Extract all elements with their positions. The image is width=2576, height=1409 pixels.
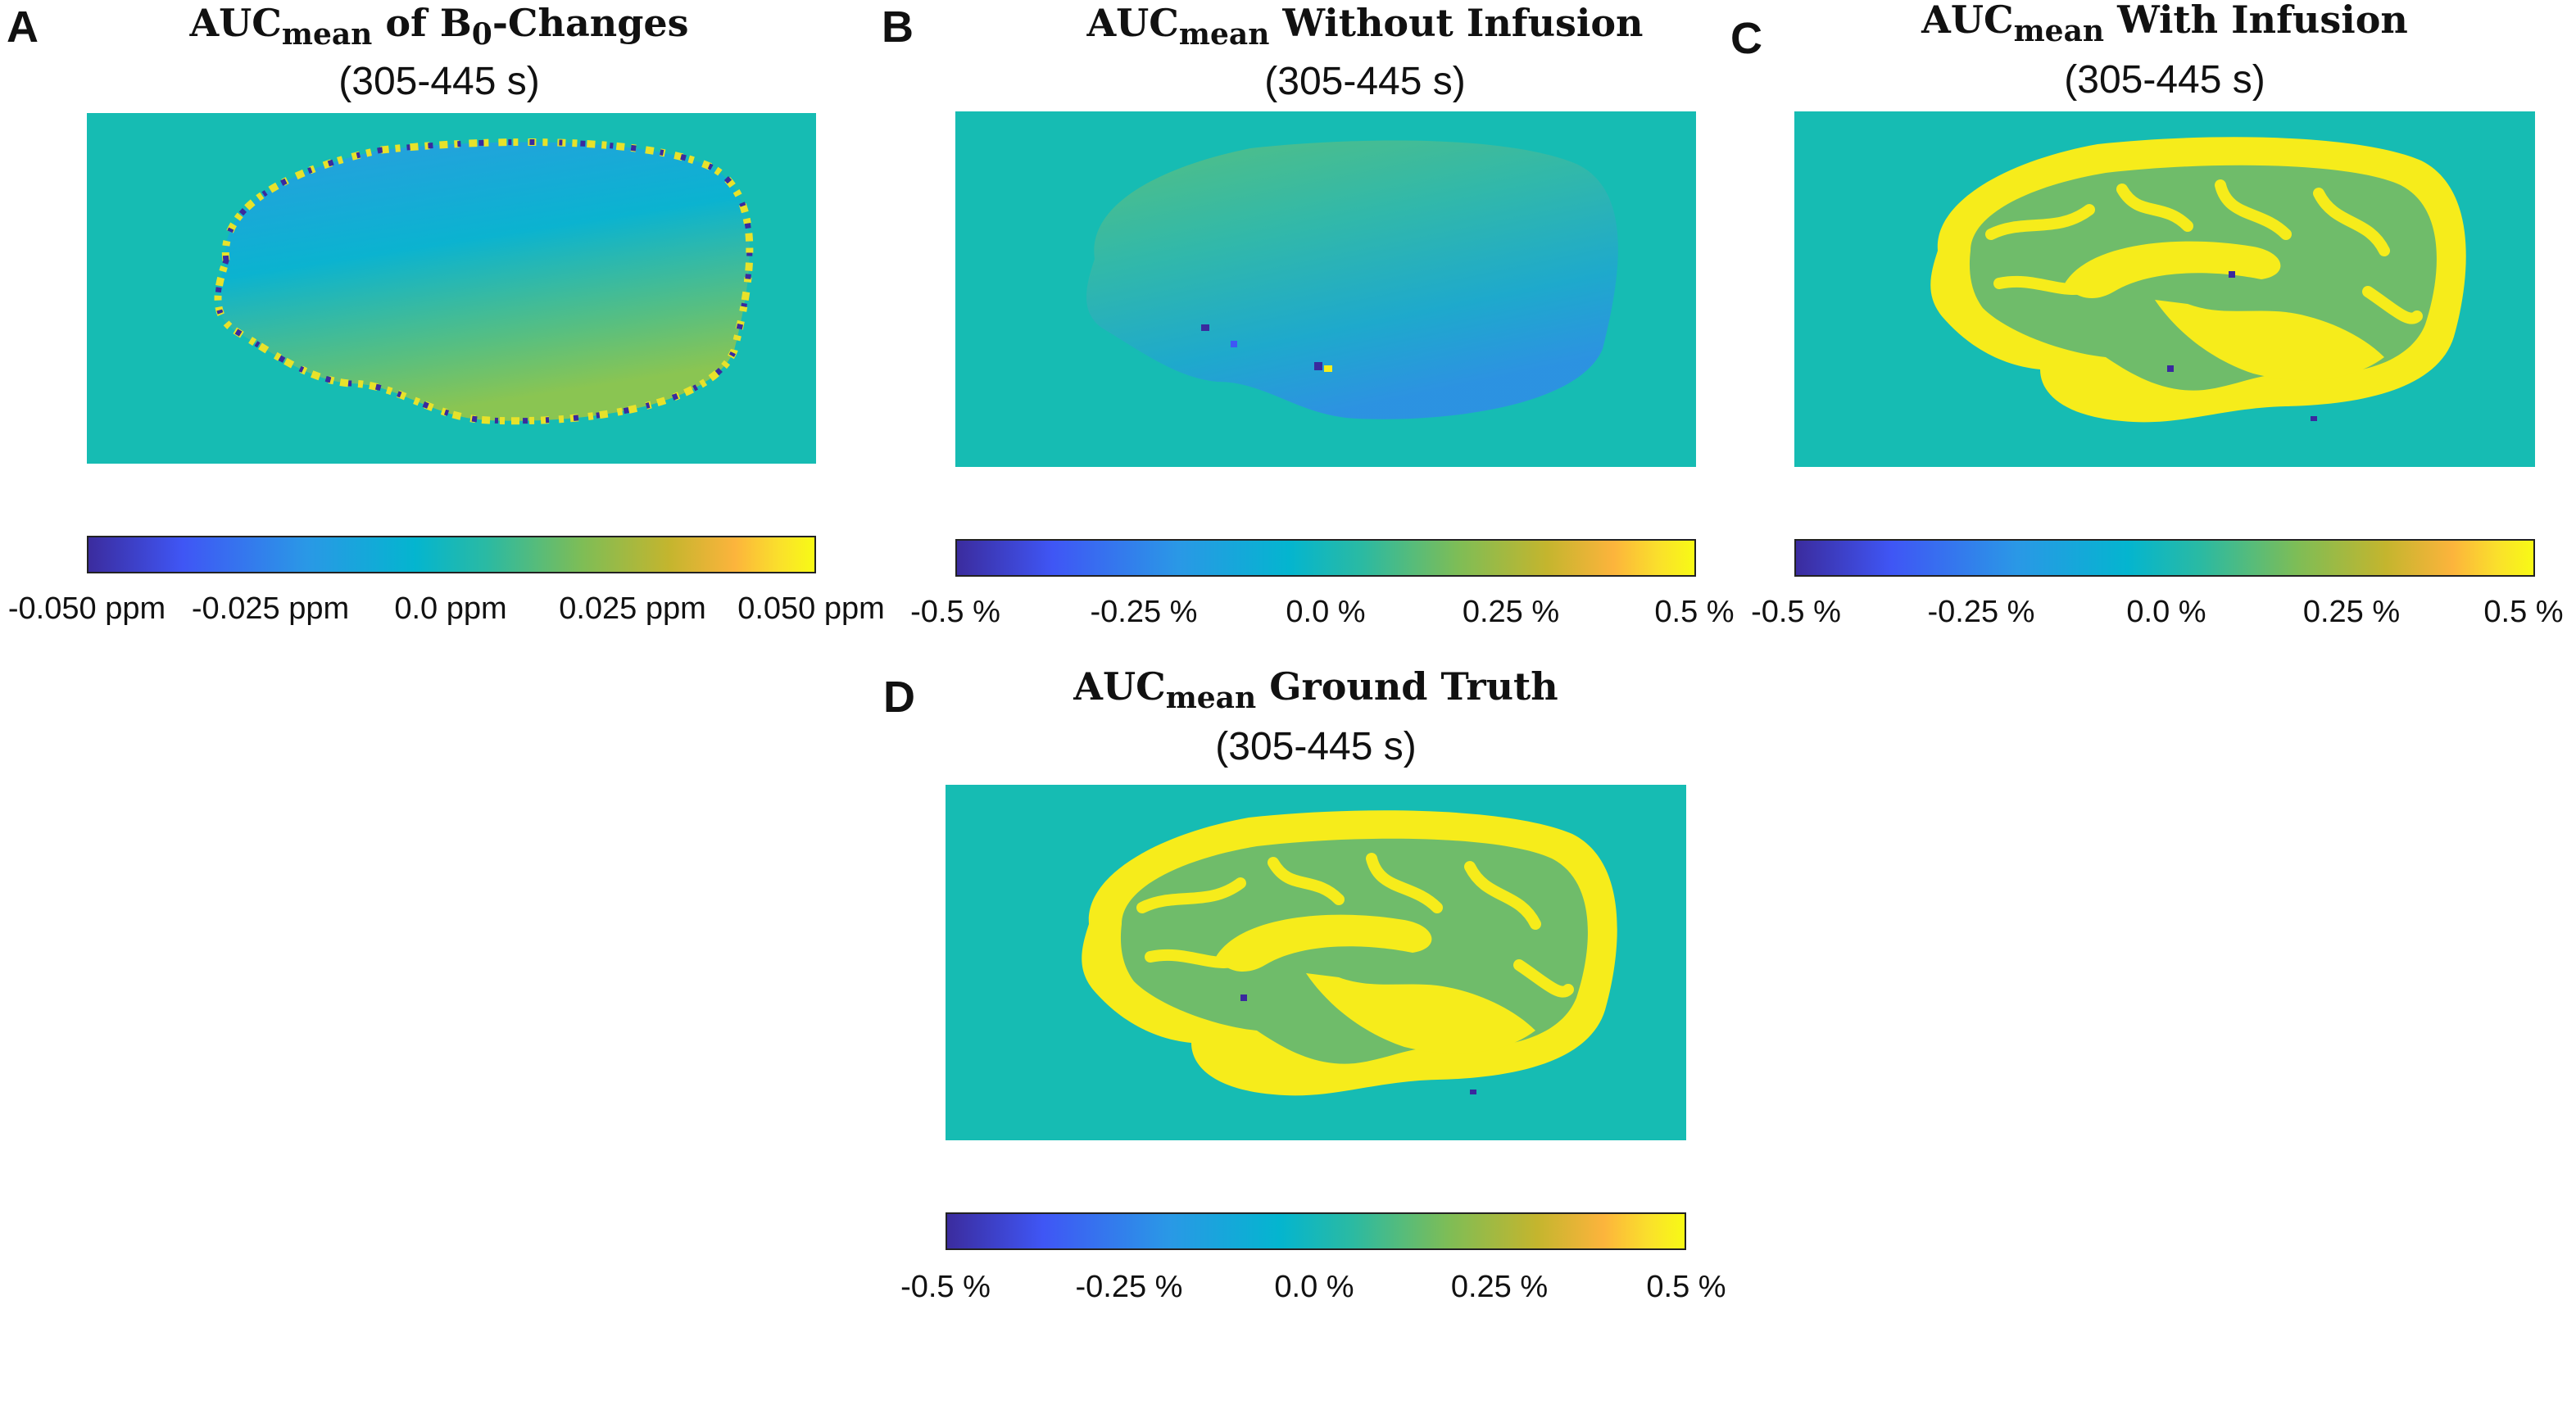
panel-a-tick-1: -0.050 ppm [7, 591, 166, 626]
panel-c-colorbar [1794, 539, 2535, 577]
panel-a-subtitle: (305-445 s) [338, 60, 540, 103]
panel-b-tick-5: 0.5 % [1654, 595, 1735, 629]
panel-a-tick-3: 0.0 ppm [394, 591, 507, 626]
panel-b-colorbar [955, 539, 1696, 577]
panel-b-spot-3 [1324, 365, 1332, 372]
panel-b-brain-field [1086, 140, 1618, 419]
panel-d-tick-5: 0.5 % [1646, 1270, 1726, 1304]
panel-b-tick-1: -0.5 % [910, 595, 1000, 629]
panel-c-letter: C [1730, 14, 1762, 63]
panel-c-spot-2 [2167, 365, 2174, 372]
panel-d-corpus-callosum [1216, 914, 1432, 972]
panel-c-tick-5: 0.5 % [2483, 595, 2564, 629]
panel-c-tick-3: 0.0 % [2126, 595, 2206, 629]
panel-a-b0-map [87, 113, 816, 464]
panel-c-tick-2: -0.25 % [1927, 595, 2035, 629]
panel-a-tick-5: 0.050 ppm [737, 591, 885, 626]
panel-c-corpus-callosum [2065, 241, 2281, 299]
panel-c-spot-3 [2311, 416, 2317, 421]
panel-a-title: AUCmean of B0-Changes [189, 1, 689, 52]
panel-d-subtitle: (305-445 s) [1215, 725, 1417, 768]
panel-c-sulci [1985, 179, 2423, 324]
panel-b-tick-4: 0.25 % [1462, 595, 1560, 629]
panel-c-cerebellum-stem [2155, 300, 2384, 381]
panel-c-tick-4: 0.25 % [2302, 595, 2401, 629]
panel-d-spot-2 [1470, 1090, 1476, 1094]
panel-d-title: AUCmean Ground Truth [1073, 664, 1558, 715]
panel-c-title: AUCmean With Infusion [1921, 0, 2408, 48]
panel-b-letter: B [882, 2, 914, 52]
panel-d-sulci [1136, 853, 1574, 998]
panel-d-tick-3: 0.0 % [1274, 1270, 1354, 1304]
panel-a-brain-field [214, 138, 754, 425]
panel-d-spot-1 [1240, 994, 1247, 1001]
panel-d-letter: D [883, 673, 915, 722]
panel-b-title: AUCmean Without Infusion [1086, 1, 1644, 52]
panel-c-spot-1 [2229, 271, 2235, 278]
panel-b-tick-2: -0.25 % [1090, 595, 1198, 629]
panel-b-spot-4 [1231, 341, 1237, 347]
panel-d-colorbar [946, 1212, 1686, 1250]
panel-d-tick-4: 0.25 % [1450, 1270, 1549, 1304]
panel-d-tick-1: -0.5 % [900, 1270, 991, 1304]
panel-b-spot-2 [1314, 362, 1322, 370]
panel-c-subtitle: (305-445 s) [2064, 58, 2265, 102]
panel-c-tick-1: -0.5 % [1751, 595, 1841, 629]
panel-d-map [946, 785, 1686, 1140]
panel-a-tick-4: 0.025 ppm [559, 591, 706, 626]
panel-b-subtitle: (305-445 s) [1264, 60, 1466, 103]
panel-b-spot-1 [1201, 324, 1209, 331]
panel-a-letter: A [7, 2, 39, 52]
panel-a-tick-2: -0.025 ppm [191, 591, 350, 626]
panel-d-tick-2: -0.25 % [1075, 1270, 1183, 1304]
panel-b-map [955, 111, 1696, 467]
panel-b-tick-3: 0.0 % [1286, 595, 1366, 629]
panel-a-colorbar [87, 536, 816, 573]
panel-c-map [1794, 111, 2535, 467]
panel-d-cerebellum-stem [1306, 973, 1535, 1054]
